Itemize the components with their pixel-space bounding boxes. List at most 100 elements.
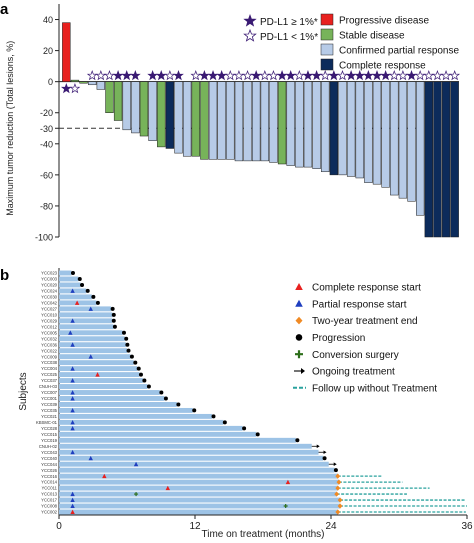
waterfall-bar (208, 81, 218, 160)
pdl1-positive-star-icon (60, 83, 72, 94)
subject-label: YCC028 (41, 426, 57, 431)
panel-a-waterfall-chart: -100 -80 -60 -40 -30 -20 0 20 40 Maximum tumor re… (5, 4, 461, 243)
treatment-bar (59, 312, 113, 318)
progression-dot-icon (129, 354, 134, 359)
subject-label: YCC037 (41, 378, 57, 383)
legend-label: Conversion surgery (312, 350, 399, 361)
waterfall-bar (321, 81, 330, 173)
treatment-bar (59, 455, 324, 461)
pdl1-positive-star-icon (250, 70, 262, 81)
subject-label: YCC029 (41, 318, 57, 323)
waterfall-bar (450, 81, 459, 238)
pdl1-negative-star-icon (414, 70, 426, 81)
x-tick-label: 0 (56, 521, 62, 532)
progression-dot-icon (77, 276, 82, 281)
y-tick-label: -60 (40, 170, 53, 180)
legend-circle-icon (295, 334, 303, 341)
treatment-bar (59, 354, 131, 360)
legend-label: Ongoing treatment (312, 367, 395, 378)
pdl1-negative-star-icon (319, 70, 331, 81)
partial-response-triangle-icon (70, 503, 75, 509)
waterfall-bar (165, 81, 175, 149)
treatment-bar (59, 402, 177, 407)
treatment-bar (59, 384, 148, 389)
pdl1-positive-star-icon (112, 70, 124, 81)
partial-response-triangle-icon (70, 378, 75, 383)
treatment-bar (59, 276, 79, 282)
treatment-bar (59, 324, 114, 330)
legend-swatch (320, 43, 334, 56)
partial-response-triangle-icon (70, 288, 75, 293)
waterfall-bar (338, 81, 347, 176)
y-tick-label: -30 (40, 124, 53, 134)
legend-triangle-blue-icon (295, 299, 303, 307)
y-tick-label: -40 (40, 139, 53, 149)
partial-response-triangle-icon (70, 419, 75, 425)
waterfall-bar (96, 81, 106, 90)
pdl1-positive-star-icon (406, 70, 417, 81)
waterfall-bar (62, 22, 71, 82)
waterfall-bar (407, 81, 416, 202)
subject-label: CNUH-03 (39, 384, 58, 389)
progression-dot-icon (333, 468, 338, 473)
subject-label: YCC036 (41, 342, 57, 347)
subject-label: YCC035 (41, 408, 57, 413)
waterfall-bar (433, 81, 442, 238)
waterfall-bar (295, 81, 304, 168)
pdl1-positive-star-icon (199, 70, 210, 81)
treatment-bar (59, 378, 143, 383)
progression-dot-icon (85, 288, 90, 293)
subject-label: YCC022 (41, 348, 57, 353)
subject-label: YCC017 (41, 498, 57, 503)
waterfall-bar (200, 81, 209, 160)
subject-label: YCC038 (41, 360, 57, 365)
partial-response-triangle-icon (68, 330, 73, 335)
subject-label: YCC016 (41, 474, 57, 479)
pdl1-negative-star-icon (242, 70, 253, 81)
legend-label: Progression (312, 333, 365, 344)
progression-dot-icon (91, 294, 96, 299)
progression-dot-icon (133, 360, 138, 365)
subject-label: YCC024 (41, 289, 57, 294)
treatment-bar (59, 503, 341, 509)
subject-label: YCC020 (41, 283, 57, 288)
treatment-bar (59, 348, 127, 354)
treatment-bar (59, 330, 123, 336)
pdl1-negative-star-icon (190, 70, 202, 81)
partial-response-triangle-icon (88, 306, 93, 311)
legend-diamond-icon (295, 316, 303, 325)
pdl1-positive-star-icon (354, 70, 366, 81)
progression-dot-icon (111, 312, 116, 317)
waterfall-bar (234, 81, 244, 162)
waterfall-bar (390, 81, 399, 196)
pdl1-positive-star-icon (302, 70, 314, 81)
two-year-end-diamond-icon (337, 497, 343, 503)
pdl1-positive-star-icon (121, 70, 133, 81)
waterfall-bar (113, 81, 123, 121)
waterfall-bar (105, 81, 114, 113)
progression-dot-icon (176, 402, 181, 407)
pdl1-positive-star-icon (207, 70, 219, 81)
legend-star-open-icon (243, 28, 257, 42)
waterfall-bar (441, 81, 451, 238)
legend-swatch (320, 28, 334, 41)
waterfall-bar (182, 81, 192, 157)
waterfall-bar (329, 81, 339, 176)
legend-triangle-red-icon (295, 283, 303, 290)
progression-dot-icon (111, 318, 116, 323)
progression-dot-icon (192, 408, 197, 413)
ongoing-arrowhead-icon (333, 462, 337, 466)
progression-dot-icon (70, 271, 75, 275)
waterfall-bar (346, 81, 356, 177)
subject-label: YCC023 (41, 271, 57, 276)
pdl1-negative-star-icon (95, 70, 107, 81)
treatment-bar (59, 437, 296, 443)
pdl1-positive-star-icon (328, 70, 340, 81)
treatment-bar (59, 467, 335, 473)
progression-dot-icon (110, 306, 115, 311)
progression-dot-icon (222, 420, 227, 425)
subject-label: YCC002 (41, 510, 57, 515)
legend-label: PD-L1 ≥ 1%* (260, 17, 318, 28)
pdl1-positive-star-icon (147, 70, 158, 81)
